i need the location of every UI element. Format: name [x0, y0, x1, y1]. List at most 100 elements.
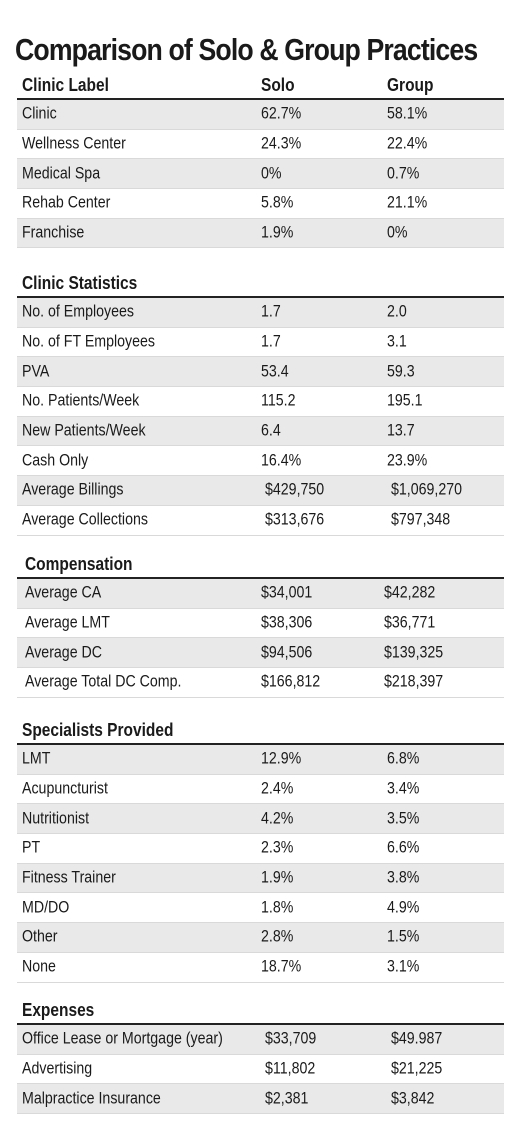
- table-row: Average Billings $429,750 $1,069,270: [17, 476, 504, 506]
- solo-value: 115.2: [261, 391, 296, 410]
- group-value: $49.987: [391, 1029, 443, 1048]
- group-value: $21,225: [391, 1059, 443, 1078]
- table-row: Average CA $34,001 $42,282: [17, 579, 504, 609]
- solo-value: $429,750: [265, 480, 325, 499]
- solo-value: $2,381: [265, 1089, 309, 1108]
- row-label: PVA: [22, 362, 50, 381]
- solo-value: $33,709: [265, 1029, 317, 1048]
- solo-value: $313,676: [265, 510, 325, 529]
- table-row: PVA 53.4 59.3: [17, 357, 504, 388]
- table-row: LMT 12.9% 6.8%: [17, 745, 504, 775]
- group-value: 0%: [387, 223, 408, 242]
- table-row: Office Lease or Mortgage (year) $33,709 $4…: [17, 1025, 504, 1055]
- row-label: Average CA: [25, 583, 102, 602]
- solo-value: $34,001: [261, 583, 313, 602]
- row-label: None: [22, 957, 56, 976]
- solo-value: 1.7: [261, 332, 281, 351]
- group-value: 3.8%: [387, 868, 420, 887]
- group-value: 0.7%: [387, 164, 420, 183]
- solo-value: 18.7%: [261, 957, 302, 976]
- table-row: Wellness Center 24.3% 22.4%: [17, 130, 504, 160]
- solo-value: $166,812: [261, 672, 321, 691]
- table-row: Cash Only 16.4% 23.9%: [17, 446, 504, 477]
- table-row: Nutritionist 4.2% 3.5%: [17, 804, 504, 835]
- group-value: 6.6%: [387, 838, 420, 857]
- solo-value: $38,306: [261, 613, 313, 632]
- solo-value: 2.3%: [261, 838, 294, 857]
- row-label: Clinic: [22, 104, 57, 123]
- row-label: Average DC: [25, 643, 103, 662]
- section-header: Clinic Statistics: [17, 270, 504, 298]
- table-row: Malpractice Insurance $2,381 $3,842: [17, 1084, 504, 1115]
- solo-value: 1.7: [261, 302, 281, 321]
- solo-value: 24.3%: [261, 134, 302, 153]
- row-label: Nutritionist: [22, 809, 90, 828]
- solo-value: 62.7%: [261, 104, 302, 123]
- row-label: Cash Only: [22, 451, 89, 470]
- group-value: $42,282: [384, 583, 436, 602]
- solo-value: 4.2%: [261, 809, 294, 828]
- table-row: Clinic 62.7% 58.1%: [17, 100, 504, 130]
- table-row: New Patients/Week 6.4 13.7: [17, 416, 504, 447]
- section-specialists-provided: Specialists Provided LMT 12.9% 6.8% Acupun…: [17, 717, 504, 983]
- solo-value: 2.8%: [261, 927, 294, 946]
- table-row: PT 2.3% 6.6%: [17, 834, 504, 864]
- section-heading: Clinic Statistics: [22, 273, 138, 293]
- group-value: 3.4%: [387, 779, 420, 798]
- column-header-group: Group: [387, 75, 434, 95]
- group-value: $3,842: [391, 1089, 435, 1108]
- table-row: MD/DO 1.8% 4.9%: [17, 893, 504, 924]
- group-value: 22.4%: [387, 134, 428, 153]
- row-label: Other: [22, 927, 58, 946]
- column-header-solo: Solo: [261, 75, 295, 95]
- solo-value: 1.8%: [261, 898, 294, 917]
- row-label: Office Lease or Mortgage (year): [22, 1029, 223, 1048]
- solo-value: 53.4: [261, 362, 289, 381]
- row-label: Malpractice Insurance: [22, 1089, 161, 1108]
- row-label: Fitness Trainer: [22, 868, 116, 887]
- table-row: Average Collections $313,676 $797,348: [17, 506, 504, 536]
- table-row: Average Total DC Comp. $166,812 $218,397: [17, 668, 504, 698]
- row-label: Average Billings: [22, 480, 124, 499]
- row-label: PT: [22, 838, 41, 857]
- group-value: 195.1: [387, 391, 423, 410]
- section-heading: Specialists Provided: [22, 720, 174, 740]
- group-value: 21.1%: [387, 193, 428, 212]
- table-row: No. of FT Employees 1.7 3.1: [17, 328, 504, 358]
- table-row: Fitness Trainer 1.9% 3.8%: [17, 863, 504, 894]
- section-header: Compensation: [17, 551, 504, 579]
- row-label: No. Patients/Week: [22, 391, 140, 410]
- group-value: $1,069,270: [391, 480, 463, 499]
- group-value: 3.1: [387, 332, 407, 351]
- row-label: Rehab Center: [22, 193, 111, 212]
- table-row: No. Patients/Week 115.2 195.1: [17, 387, 504, 417]
- row-label: Average Total DC Comp.: [25, 672, 182, 691]
- solo-value: 1.9%: [261, 223, 294, 242]
- group-value: $139,325: [384, 643, 444, 662]
- table-row: Average DC $94,506 $139,325: [17, 638, 504, 669]
- row-label: MD/DO: [22, 898, 70, 917]
- group-value: 3.1%: [387, 957, 420, 976]
- row-label: New Patients/Week: [22, 421, 146, 440]
- table-row: Advertising $11,802 $21,225: [17, 1055, 504, 1085]
- group-value: $218,397: [384, 672, 444, 691]
- solo-value: 1.9%: [261, 868, 294, 887]
- row-label: Acupuncturist: [22, 779, 108, 798]
- table-row: Franchise 1.9% 0%: [17, 218, 504, 249]
- page-title: Comparison of Solo & Group Practices: [15, 32, 478, 67]
- group-value: 3.5%: [387, 809, 420, 828]
- section-compensation: Compensation Average CA $34,001 $42,282 Av…: [17, 551, 504, 698]
- row-label: Franchise: [22, 223, 85, 242]
- solo-value: 0%: [261, 164, 282, 183]
- section-heading: Clinic Label: [22, 75, 109, 95]
- table-row: Rehab Center 5.8% 21.1%: [17, 189, 504, 219]
- table-row: Acupuncturist 2.4% 3.4%: [17, 775, 504, 805]
- solo-value: $94,506: [261, 643, 313, 662]
- section-heading: Compensation: [25, 554, 133, 574]
- group-value: $36,771: [384, 613, 436, 632]
- solo-value: 12.9%: [261, 749, 302, 768]
- group-value: 6.8%: [387, 749, 420, 768]
- group-value: 59.3: [387, 362, 415, 381]
- group-value: 58.1%: [387, 104, 428, 123]
